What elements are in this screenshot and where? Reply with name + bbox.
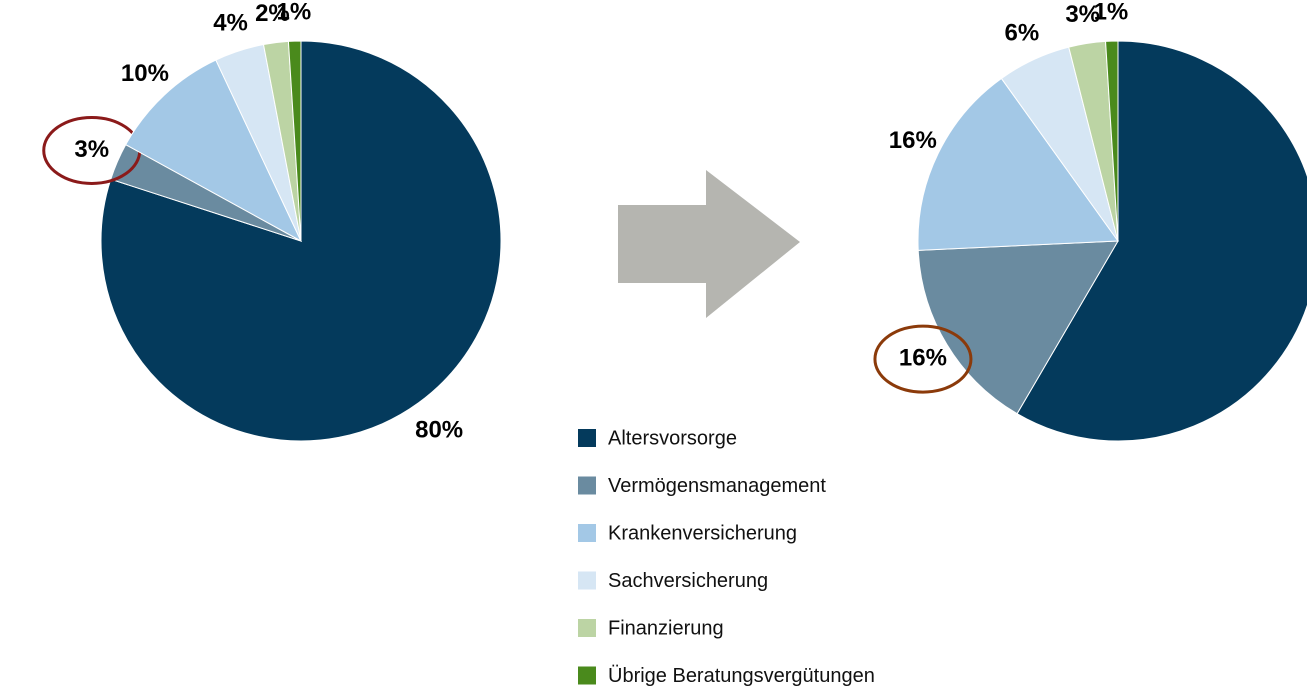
highlight-circle <box>873 324 973 394</box>
value-label: 1% <box>1094 0 1129 25</box>
legend-swatch <box>578 429 596 447</box>
pie-slice: Übrige Beratungsvergütungen <box>287 40 302 242</box>
pie-slice: Altersvorsorge <box>1016 40 1307 442</box>
legend-swatch <box>578 571 596 590</box>
legend-label: Vermögensmanagement <box>608 475 826 497</box>
legend-swatch <box>578 476 596 495</box>
legend-swatch <box>578 666 596 685</box>
value-label: 6% <box>1004 20 1039 47</box>
pie-slice: Übrige Beratungsvergütungen <box>1105 40 1119 242</box>
legend-label: Sachversicherung <box>608 570 768 592</box>
value-label: 16% <box>899 344 947 371</box>
value-label: 16% <box>889 127 937 154</box>
value-label: 3% <box>1065 1 1100 28</box>
value-label: 80% <box>415 416 463 443</box>
legend-label: Altersvorsorge <box>608 427 737 449</box>
legend-swatch <box>578 524 596 542</box>
value-label: 10% <box>121 60 169 87</box>
legend-swatch <box>578 619 596 637</box>
value-label: 4% <box>213 10 248 37</box>
pie-slice: Krankenversicherung <box>917 77 1119 251</box>
legend-label: Finanzierung <box>608 617 724 639</box>
pie-slice: Krankenversicherung <box>125 59 303 243</box>
value-label: 3% <box>74 136 109 163</box>
legend-label: Krankenversicherung <box>608 522 797 544</box>
value-label: 2% <box>255 0 290 27</box>
arrow <box>618 170 800 318</box>
value-label: 1% <box>276 0 311 25</box>
legend-label: Übrige Beratungsvergütungen <box>608 665 875 687</box>
